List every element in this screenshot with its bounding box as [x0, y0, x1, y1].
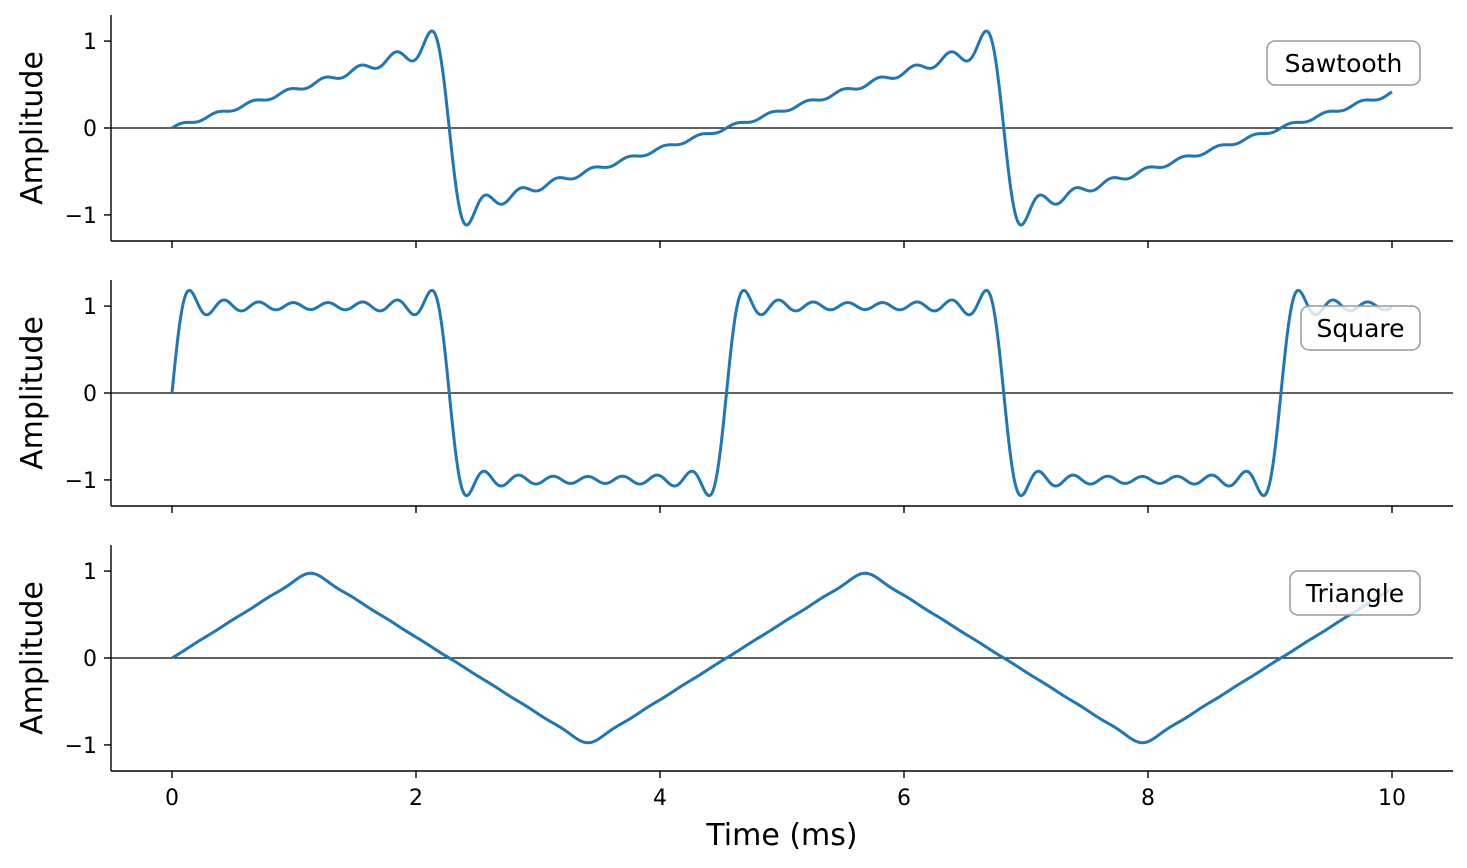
legend-label: Square [1316, 314, 1404, 343]
y-tick-label: 1 [83, 560, 97, 585]
y-tick-label: −1 [65, 469, 97, 494]
y-tick-label: 0 [83, 647, 97, 672]
y-axis-label: Amplitude [15, 51, 50, 205]
x-tick-label: 8 [1141, 786, 1155, 811]
series-line-sawtooth [171, 29, 1393, 227]
panel-sawtooth: 1 0 −1 Amplitude Sawtooth [15, 15, 1453, 248]
y-tick-label: −1 [65, 204, 97, 229]
x-axis-label: Time (ms) [705, 818, 857, 853]
y-axis-label: Amplitude [15, 316, 50, 470]
series-line-square [170, 288, 1393, 498]
series-line-triangle [171, 571, 1393, 745]
y-tick-label: 1 [83, 30, 97, 55]
legend-box [1300, 305, 1421, 351]
legend-label: Triangle [1305, 579, 1404, 608]
legend-label: Sawtooth [1285, 49, 1403, 78]
y-tick-label: 0 [83, 117, 97, 142]
y-tick-label: 1 [83, 295, 97, 320]
x-tick-label: 0 [165, 786, 179, 811]
x-tick-label: 2 [409, 786, 423, 811]
legend-box [1289, 570, 1421, 616]
x-tick-label: 4 [653, 786, 667, 811]
x-tick-label: 6 [897, 786, 911, 811]
y-tick-label: −1 [65, 734, 97, 759]
legend-square: Square [1300, 305, 1421, 351]
legend-box [1266, 40, 1421, 86]
x-tick-label: 10 [1378, 786, 1406, 811]
legend-triangle: Triangle [1289, 570, 1421, 616]
y-tick-label: 0 [83, 382, 97, 407]
legend-sawtooth: Sawtooth [1266, 40, 1421, 86]
y-axis-label: Amplitude [15, 581, 50, 735]
panel-square: 1 0 −1 Amplitude Square [15, 280, 1453, 513]
